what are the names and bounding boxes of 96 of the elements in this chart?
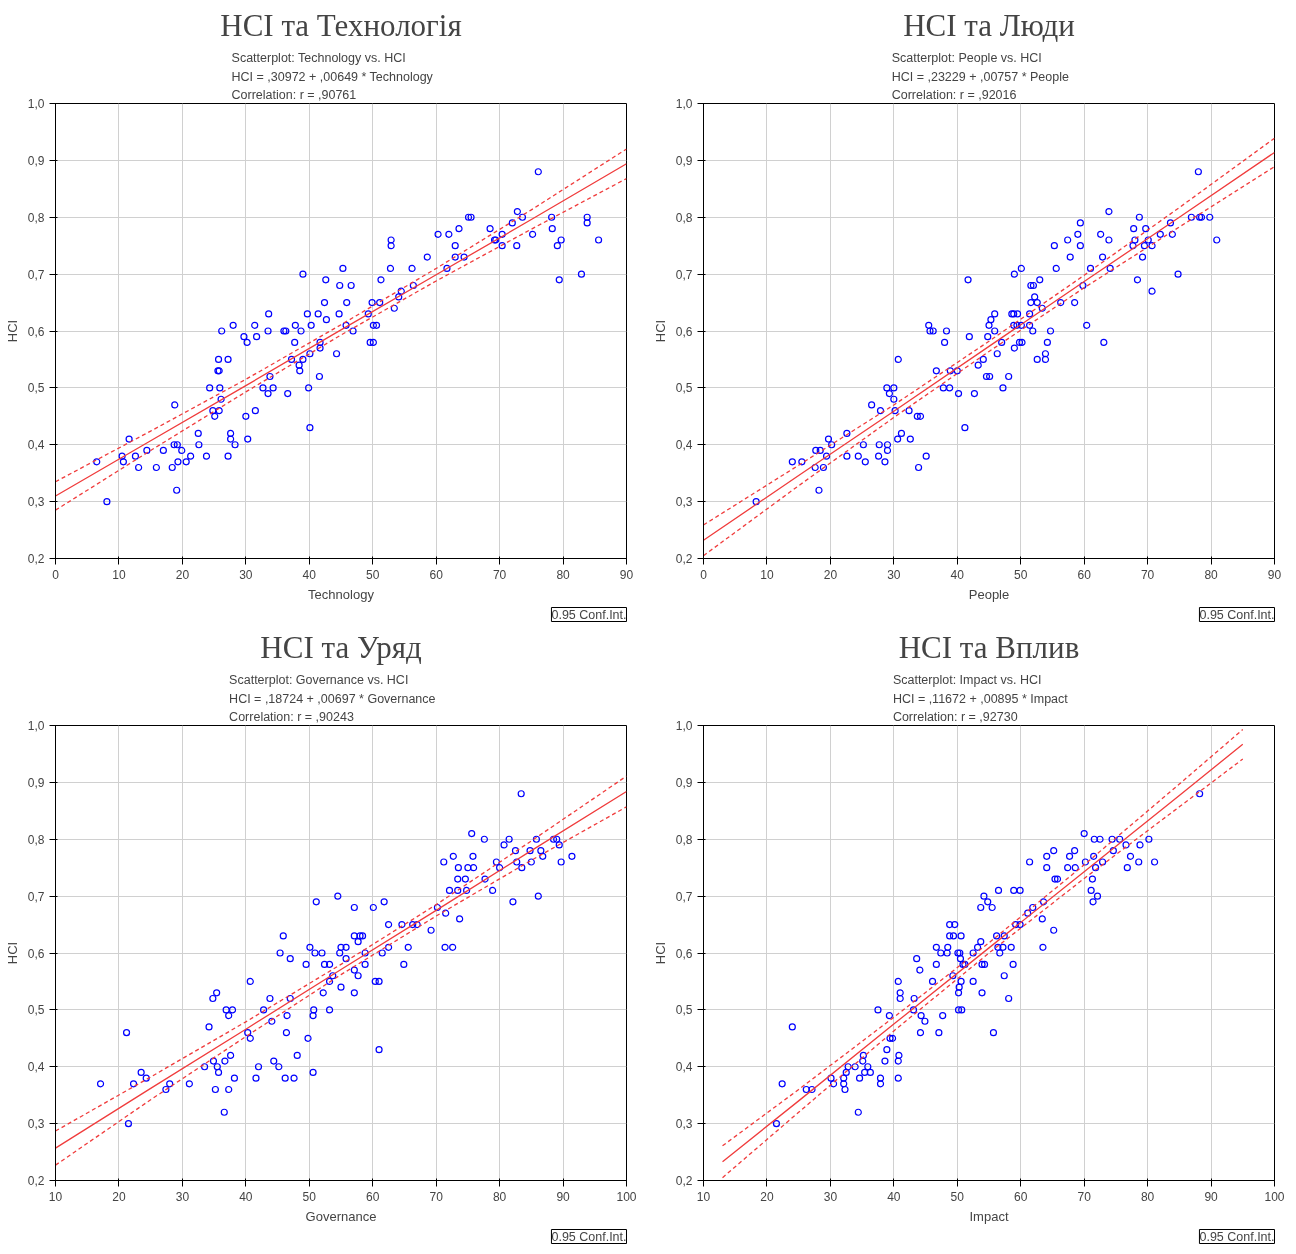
y-tick-label: 1,0 — [27, 719, 45, 733]
text: 0.95 Conf.Int. — [551, 1229, 627, 1244]
x-tick-label: 50 — [302, 1189, 317, 1204]
chart-subtitle: Scatterplot: Governance vs. HCI HCI = ,18724 + ,00697 * Governance Correlation: r = ,90243 — [229, 672, 436, 725]
x-tick-label: 80 — [556, 567, 571, 582]
x-tick-label: 30 — [887, 567, 901, 582]
y-tick-label: 0,2 — [27, 1174, 45, 1188]
x-tick-label: 40 — [950, 567, 965, 582]
y-tick-label: 0,8 — [27, 210, 45, 225]
y-tick-label: 0,7 — [27, 889, 45, 904]
text: 0.95 Conf.Int. — [1199, 607, 1275, 622]
x-tick-label: 60 — [1077, 567, 1092, 582]
y-tick-label: 0,6 — [675, 324, 693, 339]
x-tick-label: 20 — [112, 1189, 126, 1204]
y-tick-label: 0,2 — [675, 1174, 693, 1188]
x-tick-label: 10 — [760, 567, 774, 582]
x-tick-label: 20 — [175, 567, 190, 582]
x-tick-label: 90 — [1204, 1189, 1219, 1204]
y-tick-label: 0,2 — [27, 552, 45, 566]
x-tick-label: 30 — [239, 567, 253, 582]
x-tick-label: 40 — [239, 1189, 253, 1204]
x-tick-label: 70 — [1140, 567, 1155, 582]
y-tick-label: 0,9 — [27, 153, 45, 168]
y-tick-label: 0,3 — [27, 495, 45, 510]
x-tick-label: 80 — [492, 1189, 507, 1204]
x-tick-label: 20 — [760, 1189, 774, 1204]
y-tick-label: 0,3 — [27, 1117, 45, 1132]
y-tick-label: 0,4 — [27, 1060, 45, 1075]
y-axis-title: HCI — [4, 941, 20, 965]
x-tick-label: 90 — [619, 567, 634, 582]
x-tick-label: 90 — [1267, 567, 1282, 582]
y-tick-label: 0,3 — [675, 1117, 693, 1132]
y-tick-label: 0,2 — [675, 552, 693, 566]
y-tick-label: 0,7 — [675, 889, 693, 904]
y-tick-label: 0,5 — [675, 1003, 693, 1018]
chart-title: HCI та Люди — [903, 7, 1075, 43]
x-tick-label: 0 — [52, 567, 60, 582]
x-axis-title: People — [968, 586, 1010, 602]
y-tick-label: 0,6 — [675, 946, 693, 961]
x-tick-label: 100 — [1264, 1189, 1285, 1204]
x-tick-label: 20 — [823, 567, 838, 582]
x-axis-title: Impact — [969, 1208, 1009, 1224]
x-tick-label: 80 — [1204, 567, 1219, 582]
x-tick-label: 70 — [492, 567, 507, 582]
x-axis-title: Governance — [305, 1208, 377, 1224]
x-tick-label: 70 — [1077, 1189, 1092, 1204]
x-tick-label: 50 — [366, 567, 380, 582]
y-axis-title: HCI — [4, 319, 20, 343]
x-tick-label: 100 — [616, 1189, 637, 1204]
y-tick-label: 0,5 — [27, 381, 45, 396]
text: 0.95 Conf.Int. — [1199, 1229, 1275, 1244]
x-tick-label: 60 — [429, 567, 444, 582]
x-tick-label: 50 — [950, 1189, 965, 1204]
x-tick-label: 50 — [1014, 567, 1028, 582]
y-tick-label: 0,6 — [27, 324, 45, 339]
y-axis-title: HCI — [652, 941, 668, 965]
chart-subtitle: Scatterplot: People vs. HCI HCI = ,23229 + ,00757 * People Correlation: r = ,92016 — [891, 50, 1069, 103]
y-tick-label: 0,9 — [675, 153, 693, 168]
chart-subtitle: Scatterplot: Impact vs. HCI HCI = ,11672 + ,00895 * Impact Correlation: r = ,92730 — [892, 672, 1069, 725]
y-tick-label: 0,5 — [675, 381, 693, 396]
y-tick-label: 0,7 — [675, 267, 693, 282]
x-tick-label: 10 — [696, 1189, 711, 1204]
y-tick-label: 0,4 — [675, 438, 693, 453]
y-tick-label: 0,4 — [27, 438, 45, 453]
y-tick-label: 1,0 — [675, 719, 693, 733]
y-tick-label: 0,9 — [675, 775, 693, 790]
chart-title: HCI та Уряд — [260, 629, 422, 665]
x-tick-label: 30 — [823, 1189, 838, 1204]
y-axis-title: HCI — [652, 319, 668, 343]
x-tick-label: 70 — [429, 1189, 444, 1204]
y-tick-label: 0,8 — [675, 210, 693, 225]
x-tick-label: 90 — [556, 1189, 571, 1204]
x-tick-label: 40 — [302, 567, 317, 582]
x-axis-title: Technology — [308, 586, 375, 602]
x-tick-label: 60 — [366, 1189, 380, 1204]
y-tick-label: 0,5 — [27, 1003, 45, 1018]
y-tick-label: 0,7 — [27, 267, 45, 282]
text: 0.95 Conf.Int. — [551, 607, 627, 622]
y-tick-label: 1,0 — [675, 97, 693, 111]
x-tick-label: 30 — [175, 1189, 190, 1204]
x-tick-label: 40 — [887, 1189, 901, 1204]
y-tick-label: 0,6 — [27, 946, 45, 961]
x-tick-label: 10 — [48, 1189, 63, 1204]
y-tick-label: 0,4 — [675, 1060, 693, 1075]
y-tick-label: 0,8 — [675, 832, 693, 847]
y-tick-label: 0,9 — [27, 775, 45, 790]
x-tick-label: 80 — [1140, 1189, 1155, 1204]
y-tick-label: 1,0 — [27, 97, 45, 111]
x-tick-label: 0 — [700, 567, 708, 582]
chart-title: HCI та Вплив — [898, 629, 1080, 665]
x-tick-label: 10 — [112, 567, 126, 582]
y-tick-label: 0,3 — [675, 495, 693, 510]
chart-title: HCI та Технологія — [220, 7, 462, 43]
y-tick-label: 0,8 — [27, 832, 45, 847]
x-tick-label: 60 — [1014, 1189, 1028, 1204]
chart-subtitle: Scatterplot: Technology vs. HCI HCI = ,30972 + ,00649 * Technology Correlation: r = ,90761 — [231, 50, 434, 103]
